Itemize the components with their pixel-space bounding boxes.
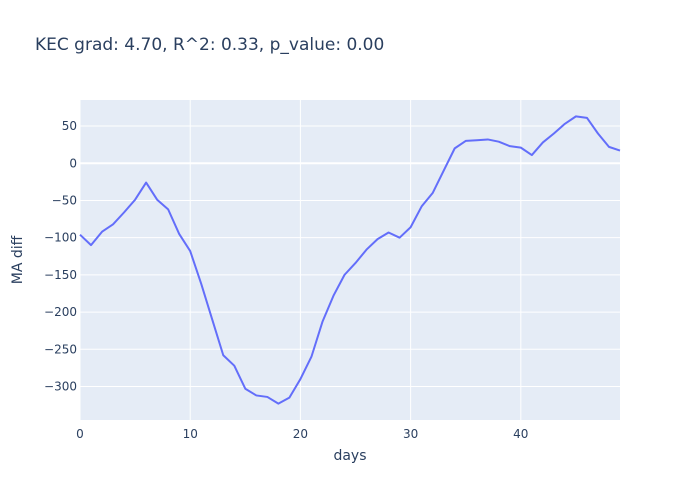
y-axis: 50 0 −50 −100 −150 −200 −250 −300 — [44, 119, 77, 393]
grid — [79, 100, 620, 420]
y-tick-label: −150 — [44, 268, 77, 282]
y-tick-label: −250 — [44, 342, 77, 356]
y-tick-label: 0 — [69, 156, 77, 170]
x-axis-title: days — [333, 448, 366, 464]
x-tick-label: 20 — [293, 427, 308, 441]
y-tick-label: 50 — [62, 119, 77, 133]
x-tick-label: 10 — [183, 427, 198, 441]
series-line — [79, 115, 621, 405]
series-layer — [79, 115, 621, 405]
x-tick-label: 40 — [513, 427, 528, 441]
chart-title: KEC grad: 4.70, R^2: 0.33, p_value: 0.00 — [35, 35, 384, 55]
y-axis-title: MA diff — [10, 235, 26, 284]
y-tick-label: −50 — [52, 193, 77, 207]
y-tick-label: −300 — [44, 380, 77, 394]
x-tick-label: 0 — [76, 427, 84, 441]
y-tick-label: −100 — [44, 231, 77, 245]
x-tick-label: 30 — [403, 427, 418, 441]
x-axis: 0 10 20 30 40 — [76, 427, 528, 441]
y-tick-label: −200 — [44, 305, 77, 319]
